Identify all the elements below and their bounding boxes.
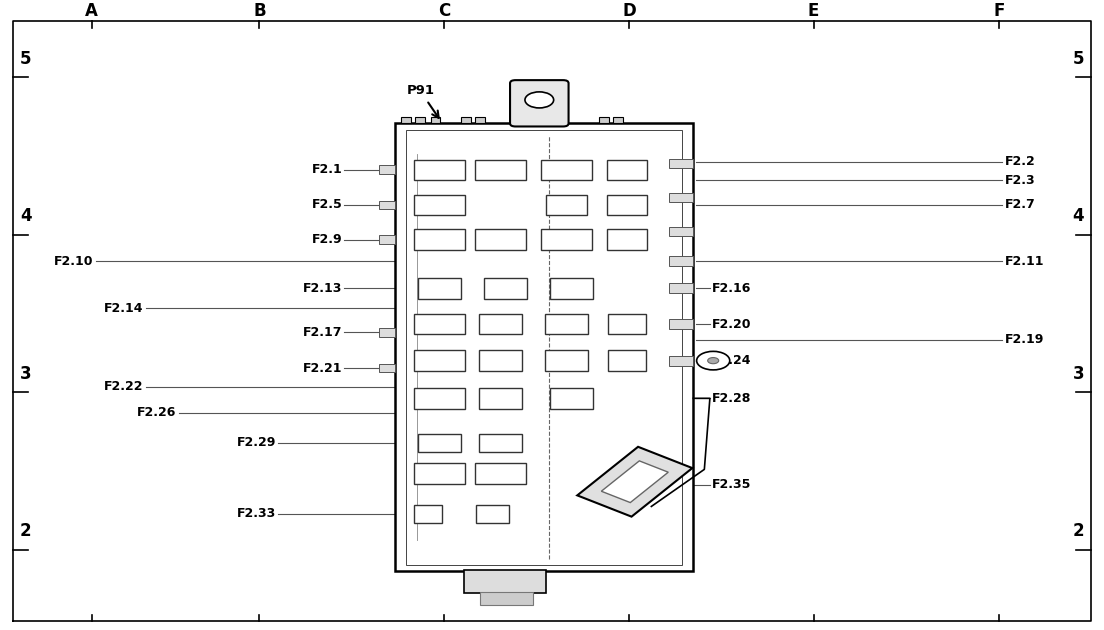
Bar bbox=[484, 278, 528, 299]
Bar bbox=[608, 350, 646, 371]
Bar bbox=[395, 123, 693, 571]
Text: F2.2: F2.2 bbox=[1005, 155, 1036, 168]
Circle shape bbox=[708, 358, 719, 364]
Bar bbox=[607, 229, 647, 249]
Text: B: B bbox=[253, 2, 266, 20]
Bar bbox=[544, 350, 588, 371]
Text: 4: 4 bbox=[1072, 207, 1084, 226]
Text: F2.35: F2.35 bbox=[712, 478, 752, 491]
Text: F2.14: F2.14 bbox=[104, 302, 144, 314]
Text: F2.29: F2.29 bbox=[236, 437, 276, 449]
Text: 5: 5 bbox=[1073, 50, 1084, 68]
Text: F2.17: F2.17 bbox=[302, 326, 342, 339]
Text: D: D bbox=[623, 2, 636, 20]
Bar bbox=[415, 117, 425, 123]
Bar bbox=[608, 314, 646, 335]
Bar bbox=[461, 117, 471, 123]
Bar bbox=[550, 388, 594, 408]
Bar bbox=[414, 350, 465, 371]
Text: A: A bbox=[85, 2, 98, 20]
Bar bbox=[669, 319, 693, 329]
Bar bbox=[379, 328, 395, 336]
Bar bbox=[478, 433, 522, 452]
FancyBboxPatch shape bbox=[577, 447, 692, 517]
Text: F2.24: F2.24 bbox=[712, 354, 752, 367]
Bar bbox=[669, 159, 693, 168]
Circle shape bbox=[697, 352, 730, 370]
Bar bbox=[607, 159, 647, 180]
Text: F2.5: F2.5 bbox=[311, 198, 342, 212]
Bar bbox=[417, 278, 461, 299]
Bar bbox=[550, 278, 594, 299]
Bar bbox=[669, 284, 693, 294]
Bar bbox=[414, 195, 465, 215]
Bar bbox=[379, 235, 395, 244]
Text: F: F bbox=[994, 2, 1005, 20]
Text: 3: 3 bbox=[20, 365, 32, 383]
FancyBboxPatch shape bbox=[602, 461, 668, 503]
Text: F2.26: F2.26 bbox=[137, 406, 177, 419]
Bar bbox=[480, 592, 533, 605]
Bar bbox=[417, 433, 461, 452]
Bar bbox=[414, 159, 465, 180]
Bar bbox=[475, 117, 485, 123]
Text: F2.28: F2.28 bbox=[712, 392, 752, 405]
Bar bbox=[478, 388, 522, 408]
Bar bbox=[475, 464, 526, 484]
Text: F2.20: F2.20 bbox=[712, 318, 752, 331]
Text: F2.11: F2.11 bbox=[1005, 255, 1044, 268]
Bar bbox=[414, 229, 465, 249]
Text: F2.10: F2.10 bbox=[54, 255, 94, 268]
Text: C: C bbox=[437, 2, 450, 20]
Bar bbox=[431, 117, 440, 123]
Bar bbox=[401, 117, 411, 123]
Text: 4: 4 bbox=[20, 207, 32, 226]
Bar bbox=[478, 314, 522, 335]
FancyBboxPatch shape bbox=[510, 80, 569, 127]
Bar bbox=[669, 227, 693, 236]
Text: F2.3: F2.3 bbox=[1005, 174, 1036, 186]
Text: 2: 2 bbox=[20, 522, 32, 541]
Text: F2.21: F2.21 bbox=[302, 362, 342, 375]
Bar bbox=[546, 195, 586, 215]
Text: 5: 5 bbox=[20, 50, 31, 68]
Bar bbox=[406, 130, 682, 565]
Circle shape bbox=[526, 92, 554, 108]
Text: 2: 2 bbox=[1072, 522, 1084, 541]
Bar bbox=[669, 193, 693, 202]
Bar bbox=[599, 117, 609, 123]
Text: F2.9: F2.9 bbox=[311, 233, 342, 246]
Bar bbox=[379, 364, 395, 372]
Bar bbox=[613, 117, 623, 123]
Bar bbox=[379, 200, 395, 209]
Bar bbox=[669, 356, 693, 365]
Bar bbox=[379, 166, 395, 174]
Text: P91: P91 bbox=[406, 84, 438, 118]
Bar bbox=[607, 195, 647, 215]
Bar bbox=[476, 505, 509, 522]
Bar bbox=[541, 159, 592, 180]
Text: E: E bbox=[808, 2, 819, 20]
Text: F2.7: F2.7 bbox=[1005, 198, 1036, 212]
Bar bbox=[544, 314, 588, 335]
Bar bbox=[475, 229, 526, 249]
Bar bbox=[478, 350, 522, 371]
Bar bbox=[414, 464, 465, 484]
Text: F2.13: F2.13 bbox=[302, 282, 342, 295]
Text: F2.33: F2.33 bbox=[236, 507, 276, 520]
Bar bbox=[414, 505, 443, 522]
Text: F2.16: F2.16 bbox=[712, 282, 752, 295]
Text: F2.1: F2.1 bbox=[311, 163, 342, 176]
Bar bbox=[669, 256, 693, 266]
Text: F2.19: F2.19 bbox=[1005, 333, 1044, 346]
Bar bbox=[464, 570, 546, 593]
Bar bbox=[475, 159, 526, 180]
Bar bbox=[414, 388, 465, 408]
Text: 3: 3 bbox=[1072, 365, 1084, 383]
Bar bbox=[541, 229, 592, 249]
Text: F2.22: F2.22 bbox=[104, 380, 144, 393]
Bar bbox=[414, 314, 465, 335]
